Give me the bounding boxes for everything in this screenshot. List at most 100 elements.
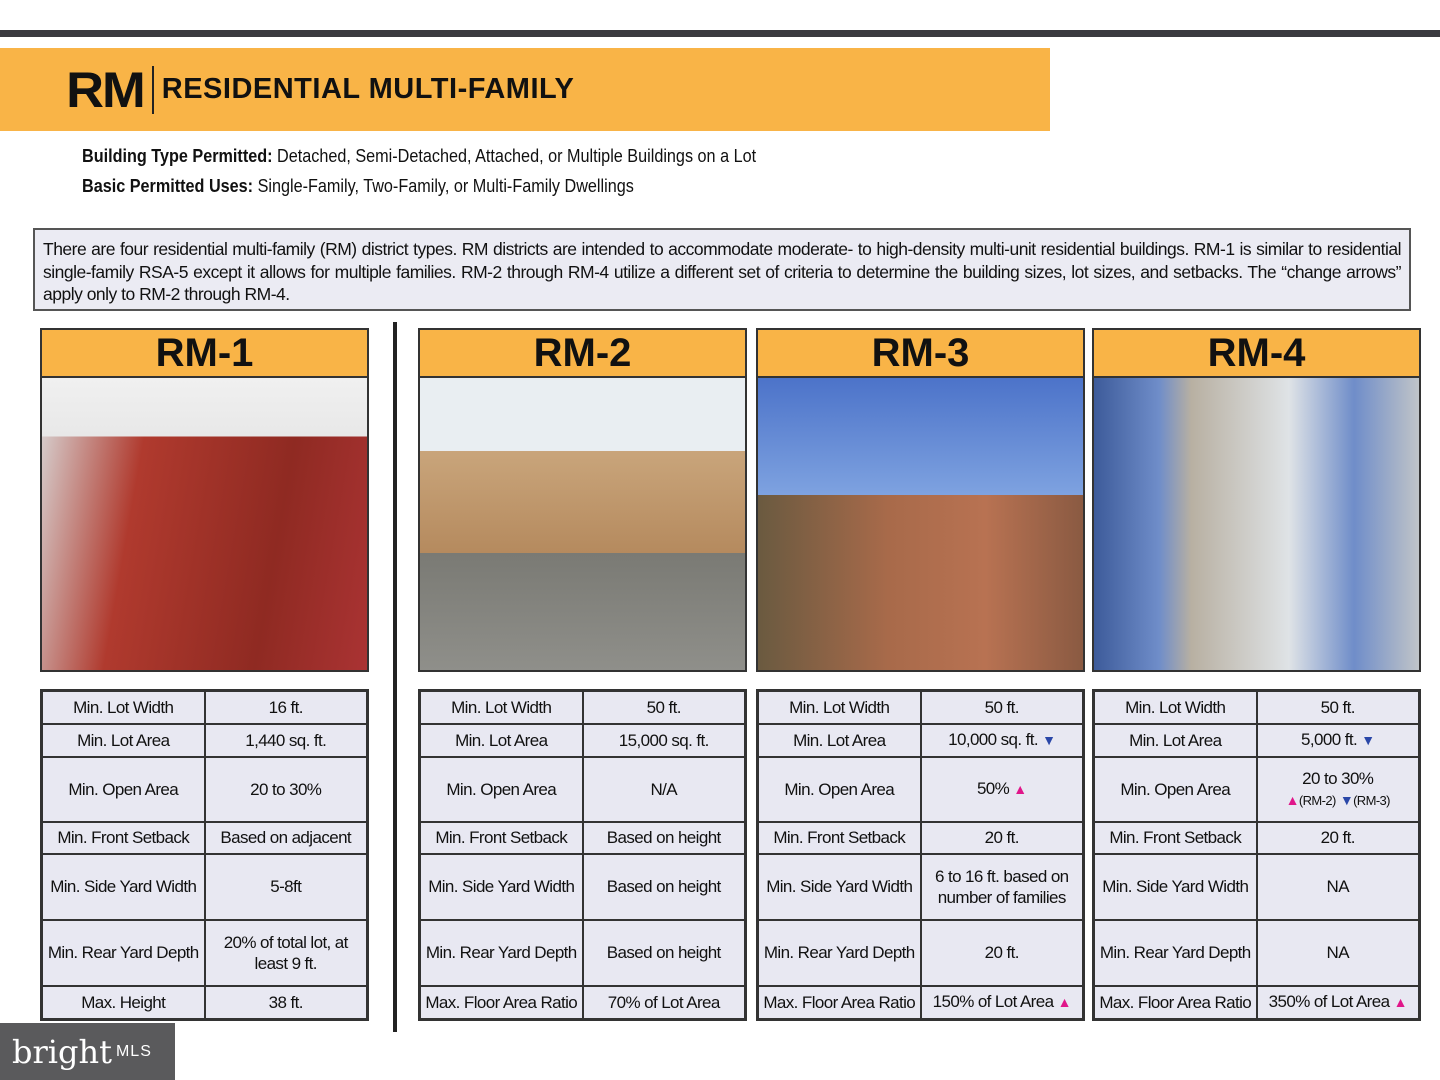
requirement-value: Based on adjacent <box>220 828 352 847</box>
requirement-label: Min. Lot Area <box>40 722 206 758</box>
requirement-label: Min. Lot Area <box>418 722 584 758</box>
table-row: Min. Lot Area 5,000 ft. ▼ <box>1092 722 1421 758</box>
requirement-cell: 1,440 sq. ft. <box>203 722 369 758</box>
high-rise-tower-photo <box>1092 378 1421 672</box>
requirement-cell: N/A <box>581 755 747 823</box>
district-rm-1: RM-1 Min. Lot Width 16 ft. Min. Lot Area 1,… <box>40 328 369 1021</box>
requirement-label: Min. Lot Width <box>756 689 922 725</box>
district-code: RM <box>66 61 146 118</box>
requirement-value: Based on height <box>606 828 721 847</box>
requirement-value: 20 to 30% <box>1302 768 1374 788</box>
table-row: Min. Lot Area 1,440 sq. ft. <box>40 722 369 758</box>
bright-mls-logo: bright MLS <box>0 1023 175 1080</box>
requirement-cell: 20 ft. <box>919 918 1085 987</box>
requirements-table: Min. Lot Width 50 ft. Min. Lot Area 10,000 … <box>756 689 1085 1021</box>
table-row: Min. Open Area 50% ▲ <box>756 755 1085 823</box>
decrease-arrow-icon: ▼ <box>1339 791 1354 808</box>
mid-rise-tower-photo <box>756 378 1085 672</box>
permitted-uses-label: Basic Permitted Uses: <box>82 176 254 196</box>
logo-suffix: MLS <box>115 1042 152 1060</box>
permitted-uses-line: Basic Permitted Uses: Single-Family, Two… <box>82 176 634 197</box>
table-row: Max. Floor Area Ratio 350% of Lot Area ▲ <box>1092 984 1421 1021</box>
district-header: RM-2 <box>418 328 747 378</box>
requirement-label: Min. Open Area <box>418 755 584 823</box>
table-row: Min. Open Area 20 to 30% ▲(RM-2) ▼(RM-3) <box>1092 755 1421 823</box>
requirement-label: Max. Floor Area Ratio <box>418 984 584 1021</box>
increase-arrow-icon: ▲ <box>1057 994 1072 1011</box>
requirement-cell: Based on adjacent <box>203 820 369 855</box>
requirement-cell: 20 ft. <box>919 820 1085 855</box>
requirement-label: Min. Lot Width <box>1092 689 1258 725</box>
decrease-arrow-icon: ▼ <box>1361 732 1375 748</box>
table-row: Min. Side Yard Width 5-8ft <box>40 852 369 921</box>
requirement-label: Min. Open Area <box>40 755 206 823</box>
table-row: Max. Floor Area Ratio 70% of Lot Area <box>418 984 747 1021</box>
requirement-label: Max. Floor Area Ratio <box>756 984 922 1021</box>
requirement-value: N/A <box>650 779 678 799</box>
column-divider <box>393 322 397 1032</box>
requirement-cell: Based on height <box>581 852 747 921</box>
building-type-line: Building Type Permitted: Detached, Semi-… <box>82 146 756 167</box>
table-row: Max. Floor Area Ratio 150% of Lot Area ▲ <box>756 984 1085 1021</box>
requirement-cell: NA <box>1255 852 1421 921</box>
requirements-table: Min. Lot Width 16 ft. Min. Lot Area 1,440 s… <box>40 689 369 1021</box>
requirement-label: Min. Lot Width <box>418 689 584 725</box>
table-row: Min. Lot Width 50 ft. <box>1092 689 1421 725</box>
requirement-value: Based on height <box>606 943 721 962</box>
requirement-label: Min. Side Yard Width <box>1092 852 1258 921</box>
requirement-cell: NA <box>1255 918 1421 987</box>
low-rise-apartments-photo <box>418 378 747 672</box>
requirement-cell: 150% of Lot Area ▲ <box>919 984 1085 1021</box>
requirement-cell: 50% ▲ <box>919 755 1085 823</box>
requirement-label: Min. Rear Yard Depth <box>756 918 922 987</box>
requirement-cell: Based on height <box>581 918 747 987</box>
table-row: Min. Open Area 20 to 30% <box>40 755 369 823</box>
requirement-value: 20 to 30% <box>250 779 322 799</box>
table-row: Min. Rear Yard Depth Based on height <box>418 918 747 987</box>
requirement-value: 15,000 sq. ft. <box>618 730 709 750</box>
permitted-uses-value: Single-Family, Two-Family, or Multi-Fami… <box>253 176 634 196</box>
district-header: RM-1 <box>40 328 369 378</box>
requirement-label: Min. Lot Width <box>40 689 206 725</box>
district-rm-3: RM-3 Min. Lot Width 50 ft. Min. Lot Area 10… <box>756 328 1085 1021</box>
table-row: Min. Rear Yard Depth 20% of total lot, at… <box>40 918 369 987</box>
table-row: Min. Rear Yard Depth NA <box>1092 918 1421 987</box>
requirement-value: 6 to 16 ft. based on number of families <box>934 866 1069 907</box>
table-row: Min. Lot Width 16 ft. <box>40 689 369 725</box>
requirement-cell: 10,000 sq. ft. ▼ <box>919 722 1085 758</box>
requirement-value: 50% <box>976 779 1010 798</box>
requirement-label: Min. Rear Yard Depth <box>1092 918 1258 987</box>
requirement-label: Min. Front Setback <box>418 820 584 855</box>
requirement-cell: 50 ft. <box>1255 689 1421 725</box>
requirement-value: NA <box>1326 943 1350 962</box>
requirement-value: 50 ft. <box>646 697 682 717</box>
requirement-label: Min. Side Yard Width <box>40 852 206 921</box>
requirements-table: Min. Lot Width 50 ft. Min. Lot Area 5,000 f… <box>1092 689 1421 1021</box>
requirement-label: Min. Open Area <box>1092 755 1258 823</box>
requirement-cell: 38 ft. <box>203 984 369 1021</box>
increase-arrow-icon: ▲ <box>1393 994 1408 1011</box>
requirement-cell: 5-8ft <box>203 852 369 921</box>
table-row: Min. Side Yard Width Based on height <box>418 852 747 921</box>
requirement-cell: 70% of Lot Area <box>581 984 747 1021</box>
table-row: Min. Lot Area 15,000 sq. ft. <box>418 722 747 758</box>
district-rm-2: RM-2 Min. Lot Width 50 ft. Min. Lot Area 15… <box>418 328 747 1021</box>
requirement-value: 10,000 sq. ft. <box>948 730 1038 749</box>
brick-rowhouses-photo <box>40 378 369 672</box>
increase-arrow-icon: ▲ <box>1285 791 1300 808</box>
requirement-label: Min. Rear Yard Depth <box>418 918 584 987</box>
description-box: There are four residential multi-family … <box>33 228 1411 311</box>
requirement-value: 350% of Lot Area <box>1268 992 1390 1012</box>
table-row: Min. Front Setback Based on height <box>418 820 747 855</box>
requirement-cell: 20 to 30% <box>203 755 369 823</box>
requirement-value: 20% of total lot, at least 9 ft. <box>223 932 349 973</box>
requirement-label: Min. Lot Area <box>756 722 922 758</box>
district-header: RM-3 <box>756 328 1085 378</box>
requirement-cell: 20% of total lot, at least 9 ft. <box>203 918 369 987</box>
district-rm-4: RM-4 Min. Lot Width 50 ft. Min. Lot Area 5,… <box>1092 328 1421 1021</box>
table-row: Min. Side Yard Width 6 to 16 ft. based on… <box>756 852 1085 921</box>
requirement-value: 38 ft. <box>268 992 304 1012</box>
requirement-cell: 5,000 ft. ▼ <box>1255 722 1421 758</box>
table-row: Min. Lot Area 10,000 sq. ft. ▼ <box>756 722 1085 758</box>
table-row: Min. Open Area N/A <box>418 755 747 823</box>
